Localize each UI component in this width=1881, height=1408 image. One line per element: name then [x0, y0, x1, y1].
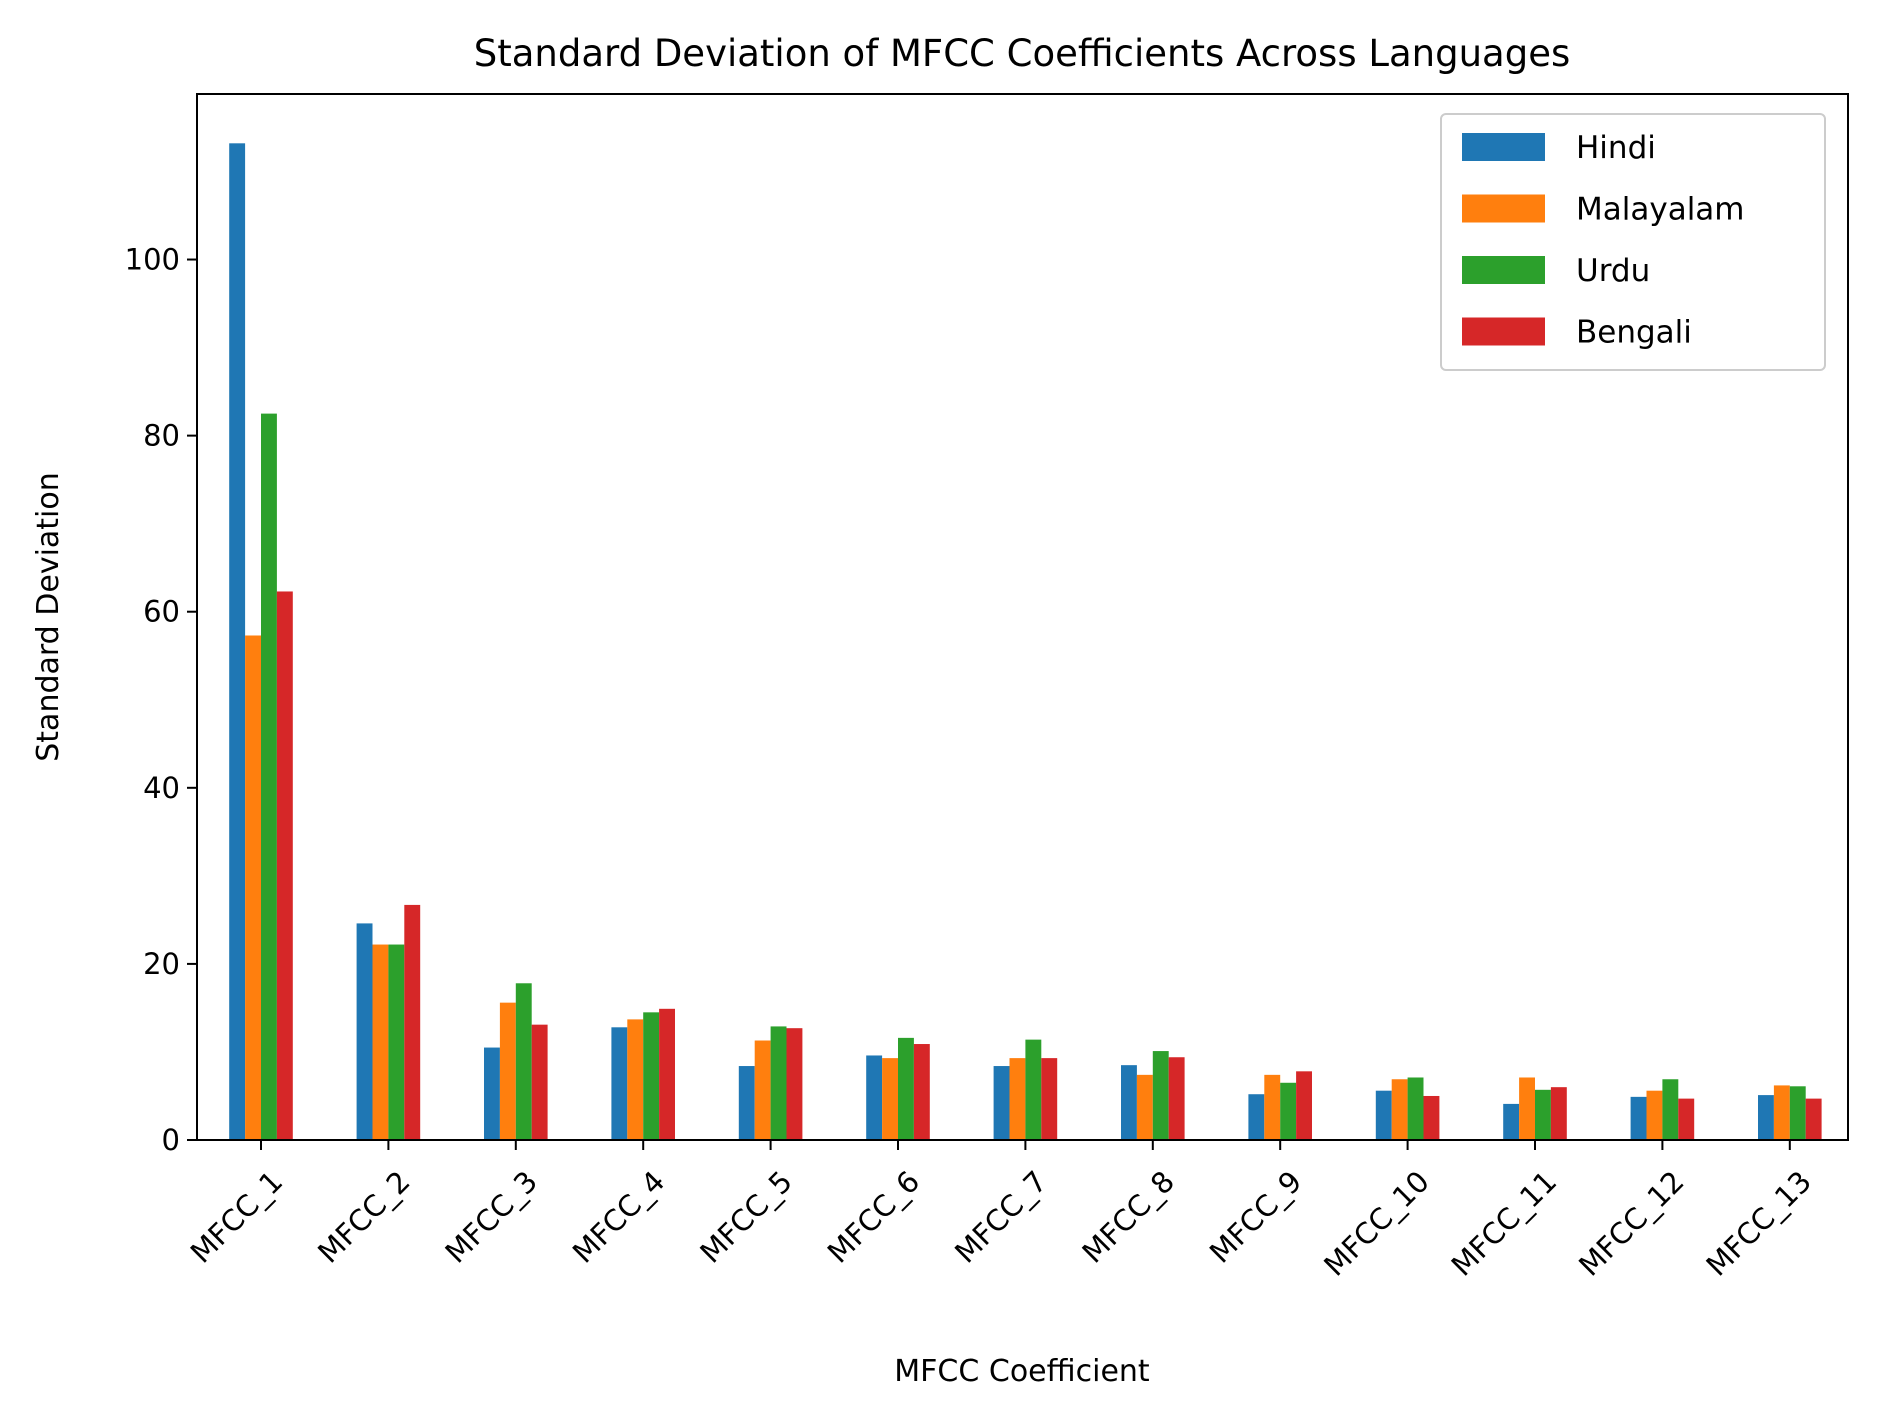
bar-hindi-mfcc_3 — [484, 1047, 500, 1140]
bar-bengali-mfcc_5 — [786, 1028, 803, 1140]
bar-malayalam-mfcc_5 — [754, 1040, 771, 1140]
legend-label-hindi: Hindi — [1576, 130, 1656, 166]
bar-hindi-mfcc_4 — [611, 1027, 628, 1140]
y-tick-label: 20 — [143, 947, 180, 981]
bar-malayalam-mfcc_6 — [882, 1058, 898, 1140]
bar-bengali-mfcc_2 — [404, 904, 421, 1140]
bar-urdu-mfcc_9 — [1280, 1082, 1297, 1140]
bar-urdu-mfcc_12 — [1662, 1079, 1679, 1140]
bar-urdu-mfcc_2 — [388, 944, 405, 1140]
y-tick-label: 40 — [143, 771, 180, 805]
bar-malayalam-mfcc_8 — [1136, 1074, 1153, 1140]
bar-bengali-mfcc_8 — [1168, 1057, 1185, 1140]
y-tick-label: 80 — [143, 419, 180, 453]
y-tick-label: 0 — [162, 1123, 180, 1157]
bar-hindi-mfcc_6 — [866, 1055, 883, 1140]
bar-urdu-mfcc_13 — [1789, 1086, 1806, 1140]
bars-group — [229, 143, 1822, 1140]
bar-malayalam-mfcc_11 — [1519, 1077, 1535, 1140]
bar-hindi-mfcc_9 — [1248, 1094, 1265, 1140]
bar-bengali-mfcc_12 — [1678, 1098, 1695, 1140]
legend-swatch-bengali — [1462, 317, 1545, 346]
bar-urdu-mfcc_11 — [1535, 1089, 1551, 1140]
bar-bengali-mfcc_6 — [913, 1044, 930, 1140]
bar-hindi-mfcc_5 — [738, 1066, 755, 1140]
plot-frame — [196, 93, 1849, 1141]
bar-hindi-mfcc_10 — [1375, 1090, 1392, 1140]
legend-label-malayalam: Malayalam — [1576, 192, 1745, 228]
bar-hindi-mfcc_8 — [1121, 1065, 1137, 1140]
bar-malayalam-mfcc_7 — [1009, 1058, 1026, 1140]
x-axis-label: MFCC Coefficient — [894, 1354, 1150, 1389]
bar-malayalam-mfcc_2 — [372, 944, 389, 1140]
bar-malayalam-mfcc_1 — [245, 635, 261, 1140]
legend-box — [1440, 113, 1826, 371]
bar-malayalam-mfcc_3 — [499, 1002, 516, 1140]
bar-hindi-mfcc_2 — [356, 923, 373, 1140]
y-tick-label: 60 — [143, 595, 180, 629]
bar-urdu-mfcc_8 — [1152, 1051, 1169, 1140]
chart-title: Standard Deviation of MFCC Coefficients … — [474, 32, 1571, 75]
y-tick-label: 100 — [125, 243, 180, 277]
legend-swatch-malayalam — [1462, 194, 1545, 223]
bar-urdu-mfcc_4 — [643, 1012, 660, 1140]
y-axis-label: Standard Deviation — [31, 472, 66, 762]
bar-malayalam-mfcc_12 — [1646, 1090, 1663, 1140]
bar-malayalam-mfcc_4 — [627, 1019, 644, 1140]
bar-urdu-mfcc_1 — [261, 413, 277, 1140]
bar-bengali-mfcc_4 — [659, 1008, 675, 1140]
bar-urdu-mfcc_3 — [515, 983, 532, 1140]
bar-bengali-mfcc_13 — [1805, 1098, 1822, 1140]
bar-bengali-mfcc_11 — [1550, 1087, 1567, 1140]
bar-hindi-mfcc_12 — [1630, 1096, 1647, 1140]
bar-urdu-mfcc_5 — [770, 1026, 787, 1140]
bar-hindi-mfcc_7 — [993, 1066, 1010, 1140]
bar-bengali-mfcc_9 — [1296, 1071, 1312, 1140]
bar-urdu-mfcc_10 — [1407, 1077, 1424, 1140]
bar-malayalam-mfcc_9 — [1264, 1074, 1281, 1140]
bar-bengali-mfcc_1 — [276, 591, 293, 1140]
bar-bengali-mfcc_7 — [1041, 1058, 1058, 1140]
legend-label-urdu: Urdu — [1576, 253, 1650, 289]
bar-urdu-mfcc_6 — [898, 1037, 914, 1140]
bar-hindi-mfcc_1 — [229, 143, 246, 1140]
bar-malayalam-mfcc_13 — [1773, 1085, 1790, 1140]
bar-urdu-mfcc_7 — [1025, 1039, 1042, 1140]
bar-bengali-mfcc_3 — [531, 1024, 548, 1140]
bar-bengali-mfcc_10 — [1423, 1095, 1440, 1140]
legend-swatch-hindi — [1462, 133, 1545, 161]
legend-swatch-urdu — [1462, 256, 1545, 284]
bar-hindi-mfcc_11 — [1503, 1103, 1520, 1140]
bar-hindi-mfcc_13 — [1758, 1095, 1774, 1140]
legend: Hindi Malayalam Urdu Bengali — [1440, 113, 1826, 371]
y-axis: 0 20 40 60 80 100 — [125, 243, 197, 1157]
legend-label-bengali: Bengali — [1576, 315, 1692, 351]
bar-malayalam-mfcc_10 — [1391, 1079, 1408, 1140]
